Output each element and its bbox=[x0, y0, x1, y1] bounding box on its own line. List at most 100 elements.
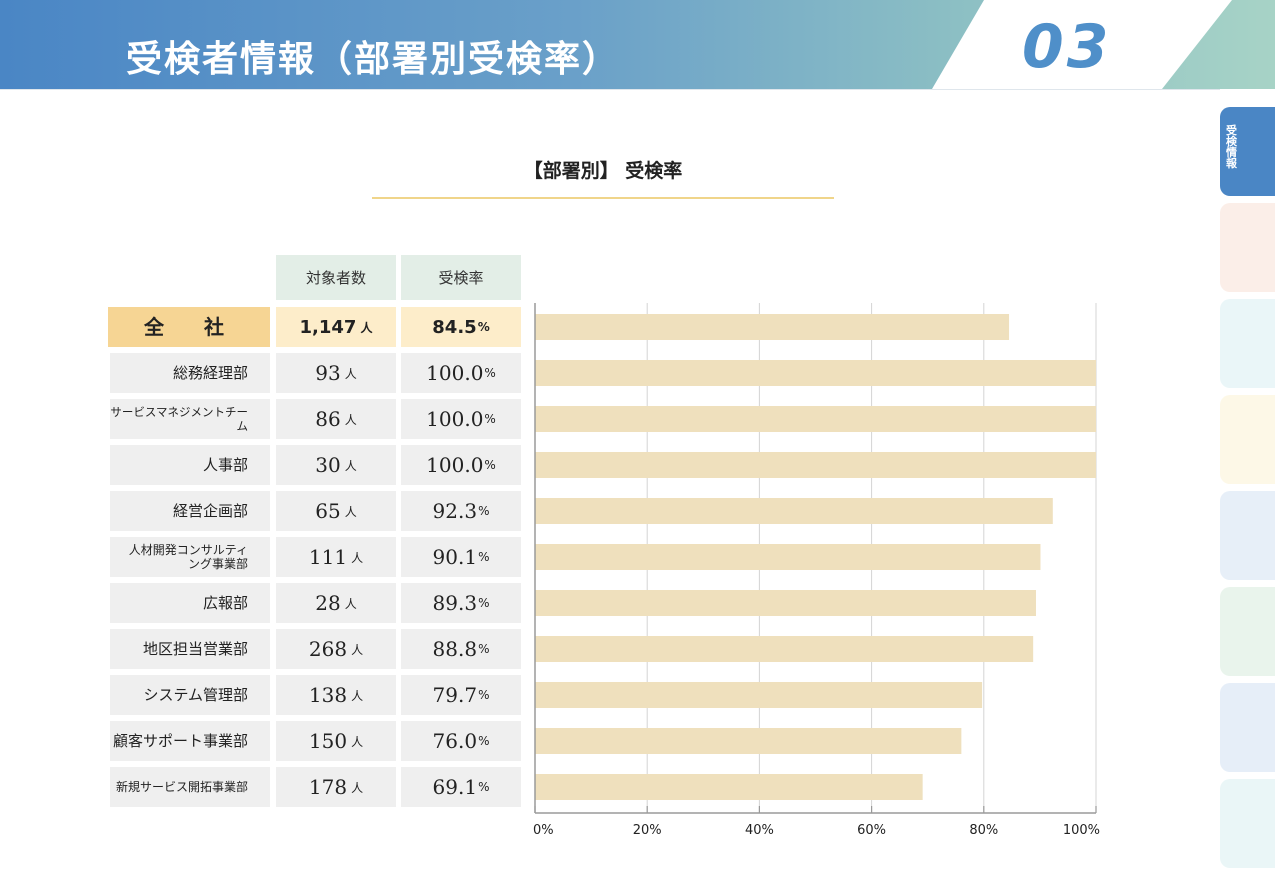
row-count: 86 人 bbox=[276, 399, 396, 439]
row-label: サービスマネジメントチーム bbox=[110, 399, 270, 439]
count-unit: 人 bbox=[351, 780, 364, 795]
row-count: 93 人 bbox=[276, 353, 396, 393]
count-value: 1,147 bbox=[299, 316, 357, 338]
row-count: 150 人 bbox=[276, 721, 396, 761]
count-value: 138 bbox=[308, 683, 348, 707]
bar bbox=[535, 452, 1096, 478]
column-header-count: 対象者数 bbox=[276, 255, 396, 300]
row-count: 138 人 bbox=[276, 675, 396, 715]
row-rate: 69.1% bbox=[401, 767, 521, 807]
rate-unit: % bbox=[478, 642, 490, 656]
count-unit: 人 bbox=[344, 412, 357, 427]
column-header-rate: 受検率 bbox=[401, 255, 521, 300]
bar bbox=[535, 682, 983, 708]
side-tab-1[interactable]: 受検情報 bbox=[1220, 107, 1275, 196]
x-axis-tick-label: 100% bbox=[1063, 823, 1100, 838]
row-rate: 89.3% bbox=[401, 583, 521, 623]
x-axis-tick-label: 80% bbox=[969, 823, 998, 838]
side-tab-label: 受検情報 bbox=[1226, 124, 1237, 170]
rate-value: 100.0 bbox=[426, 361, 484, 385]
count-unit: 人 bbox=[344, 596, 357, 611]
count-value: 150 bbox=[308, 729, 348, 753]
count-value: 65 bbox=[315, 499, 341, 523]
page-title: 受検者情報（部署別受検率） bbox=[126, 39, 621, 80]
count-unit: 人 bbox=[351, 642, 364, 657]
rate-unit: % bbox=[478, 734, 490, 748]
rate-unit: % bbox=[484, 412, 496, 426]
side-tab-3[interactable] bbox=[1220, 299, 1275, 388]
chart-title: 【部署別】 受検率 bbox=[523, 160, 683, 182]
rate-unit: % bbox=[478, 504, 490, 518]
side-tab-5[interactable] bbox=[1220, 491, 1275, 580]
rate-unit: % bbox=[478, 596, 490, 610]
row-rate: 100.0% bbox=[401, 399, 521, 439]
row-count: 178 人 bbox=[276, 767, 396, 807]
row-label: 全 社 bbox=[108, 307, 270, 347]
row-label: 人材開発コンサルティング事業部 bbox=[110, 537, 270, 577]
bar bbox=[535, 728, 962, 754]
row-label: 経営企画部 bbox=[110, 491, 270, 531]
count-value: 30 bbox=[315, 453, 341, 477]
row-count: 1,147 人 bbox=[276, 307, 396, 347]
rate-value: 100.0 bbox=[426, 453, 484, 477]
x-axis-tick-label: 0% bbox=[533, 823, 554, 838]
side-tab-6[interactable] bbox=[1220, 587, 1275, 676]
side-tab-4[interactable] bbox=[1220, 395, 1275, 484]
row-label: 地区担当営業部 bbox=[110, 629, 270, 669]
count-unit: 人 bbox=[360, 320, 373, 335]
chart-title-underline bbox=[372, 197, 834, 199]
bar bbox=[535, 360, 1096, 386]
row-rate: 84.5% bbox=[401, 307, 521, 347]
row-count: 28 人 bbox=[276, 583, 396, 623]
row-rate: 92.3% bbox=[401, 491, 521, 531]
row-label: 総務経理部 bbox=[110, 353, 270, 393]
rate-value: 89.3 bbox=[432, 591, 478, 615]
count-value: 93 bbox=[315, 361, 341, 385]
page-header: 受検者情報（部署別受検率） 03 bbox=[0, 0, 1275, 89]
rate-value: 88.8 bbox=[432, 637, 478, 661]
count-unit: 人 bbox=[351, 688, 364, 703]
row-count: 30 人 bbox=[276, 445, 396, 485]
row-label-text: 人材開発コンサルティング事業部 bbox=[128, 543, 248, 571]
row-count: 111 人 bbox=[276, 537, 396, 577]
rate-unit: % bbox=[477, 320, 490, 334]
bar bbox=[535, 590, 1036, 616]
header-divider bbox=[0, 89, 1220, 90]
count-value: 178 bbox=[308, 775, 348, 799]
section-number: 03 bbox=[1022, 12, 1112, 82]
row-count: 65 人 bbox=[276, 491, 396, 531]
row-rate: 88.8% bbox=[401, 629, 521, 669]
rate-unit: % bbox=[478, 688, 490, 702]
row-rate: 76.0% bbox=[401, 721, 521, 761]
bar bbox=[535, 498, 1053, 524]
bar bbox=[535, 406, 1096, 432]
row-rate: 100.0% bbox=[401, 445, 521, 485]
rate-unit: % bbox=[478, 550, 490, 564]
side-tab-7[interactable] bbox=[1220, 683, 1275, 772]
rate-value: 84.5 bbox=[432, 316, 477, 338]
rate-value: 92.3 bbox=[432, 499, 478, 523]
bar bbox=[535, 544, 1041, 570]
x-axis-tick-label: 40% bbox=[745, 823, 774, 838]
rate-value: 90.1 bbox=[432, 545, 478, 569]
count-value: 268 bbox=[308, 637, 348, 661]
count-unit: 人 bbox=[351, 550, 364, 565]
row-count: 268 人 bbox=[276, 629, 396, 669]
row-rate: 90.1% bbox=[401, 537, 521, 577]
count-unit: 人 bbox=[344, 458, 357, 473]
rate-value: 79.7 bbox=[432, 683, 478, 707]
rate-value: 69.1 bbox=[432, 775, 478, 799]
rate-unit: % bbox=[484, 458, 496, 472]
side-tab-8[interactable] bbox=[1220, 779, 1275, 868]
rate-unit: % bbox=[478, 780, 490, 794]
count-value: 111 bbox=[308, 545, 348, 569]
side-tab-2[interactable] bbox=[1220, 203, 1275, 292]
count-value: 86 bbox=[315, 407, 341, 431]
row-rate: 79.7% bbox=[401, 675, 521, 715]
count-unit: 人 bbox=[344, 366, 357, 381]
count-unit: 人 bbox=[351, 734, 364, 749]
rate-unit: % bbox=[484, 366, 496, 380]
row-rate: 100.0% bbox=[401, 353, 521, 393]
count-unit: 人 bbox=[344, 504, 357, 519]
